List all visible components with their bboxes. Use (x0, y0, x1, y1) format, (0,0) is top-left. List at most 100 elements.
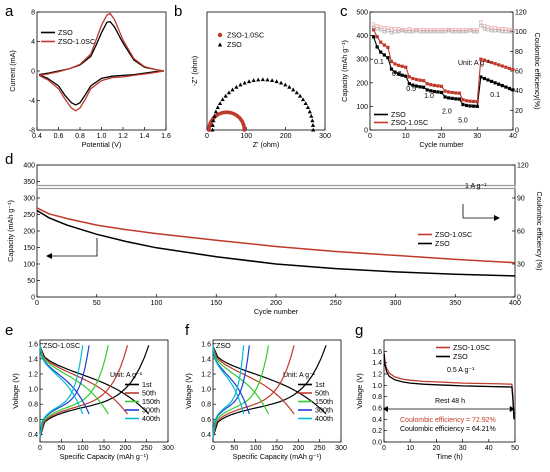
c-marker-ZSO CE (464, 30, 469, 34)
d-y-tick-label: 50 (27, 278, 35, 285)
c-marker-ZSO CE (393, 30, 397, 34)
a-x-tick-label: 0.4 (32, 133, 42, 140)
d-legend-label: ZSO-1.0SC (435, 230, 472, 239)
e-y-tick-label: 0.6 (28, 417, 38, 424)
b-marker-ZSO (220, 97, 225, 102)
c-marker-ZSO (500, 84, 504, 88)
b-marker-ZSO (311, 127, 316, 132)
g-y-tick-label: 0.8 (372, 394, 382, 401)
c-marker-ZSO-1.0SC CE (425, 28, 429, 32)
g-y-tick-label: 0.0 (372, 440, 382, 447)
f-y-tick-label: 1.0 (201, 387, 211, 394)
f-y-tick-label: 1.4 (201, 356, 211, 363)
c-marker-ZSO-1.0SC CE (454, 28, 458, 32)
c-marker-ZSO-1.0SC CE (472, 28, 476, 32)
c-legend-label: ZSO-1.0SC (391, 118, 428, 127)
c-marker-ZSO (493, 81, 497, 85)
f-title: ZSO (216, 341, 231, 350)
c-marker-ZSO-1.0SC (486, 59, 490, 63)
g-plot-frame (383, 339, 516, 443)
c-marker-ZSO (436, 90, 440, 94)
c-marker-ZSO CE (461, 30, 465, 34)
e-title: ZSO-1.0SC (43, 341, 80, 350)
c-marker-ZSO-1.0SC (454, 91, 458, 95)
d-x-tick-label: 150 (210, 300, 222, 307)
f-x-tick-label: 300 (335, 445, 347, 452)
f-discharge-400th (212, 345, 245, 415)
c-marker-ZSO CE (497, 29, 501, 33)
d-x-tick-label: 350 (449, 300, 461, 307)
a-y-tick-label: 8 (31, 10, 35, 17)
c-marker-ZSO-1.0SC (414, 77, 419, 82)
d-y-tick-label: 150 (23, 245, 35, 252)
c-series-ZSO (373, 36, 514, 107)
d-arrow-left (52, 238, 98, 257)
b-marker-ZSO (310, 123, 316, 127)
b-marker-ZSO (213, 109, 219, 114)
a-x-tick-label: 0.8 (75, 133, 85, 140)
a-x-tick-label: 1.6 (161, 133, 171, 140)
a-y-tick-label: -8 (29, 128, 35, 135)
c-marker-ZSO-1.0SC (497, 63, 501, 67)
b-x-axis-label: Z' (ohm) (253, 140, 280, 149)
d-y-tick-label: 400 (23, 163, 35, 170)
c-marker-ZSO-1.0SC CE (393, 27, 397, 31)
c-marker-ZSO CE (468, 29, 472, 33)
e-x-tick-label: 300 (162, 445, 174, 452)
c-marker-ZSO-1.0SC (504, 65, 508, 69)
g-series-ZSO-1.0SC (383, 352, 515, 417)
c-marker-ZSO (468, 104, 472, 108)
b-marker-ZSO (210, 123, 215, 127)
c-marker-ZSO CE (386, 29, 390, 33)
d-y-tick-label: 300 (23, 196, 35, 203)
c-marker-ZSO (447, 96, 451, 100)
c-marker-ZSO (497, 82, 501, 86)
g-legend-label: ZSO (453, 352, 468, 361)
c-y2-tick-label: 80 (515, 49, 523, 56)
c-marker-ZSO CE (375, 27, 379, 31)
c-marker-ZSO-1.0SC (443, 89, 447, 93)
c-marker-ZSO (450, 96, 454, 100)
c-marker-ZSO CE (439, 30, 444, 34)
c-y-tick-label: 500 (356, 10, 368, 17)
d-panel-label: d (5, 151, 13, 168)
f-charge-50th (212, 345, 295, 438)
c-marker-ZSO (382, 53, 386, 57)
c-marker-ZSO CE (489, 29, 494, 33)
b-marker-ZSO (270, 78, 275, 83)
b-marker-ZSO (260, 77, 265, 82)
c-legend-label: ZSO (391, 110, 406, 119)
c-marker-ZSO (429, 89, 433, 93)
b-y-axis-label: -Z'' (ohm) (190, 56, 199, 86)
g-y-axis-label: Voltage (V) (355, 373, 364, 409)
c-rate-label: 0.1 (374, 59, 384, 66)
c-marker-ZSO-1.0SC (375, 35, 379, 39)
f-y-axis-label: Voltage (V) (184, 373, 193, 409)
g-legend-label: ZSO-1.0SC (453, 343, 490, 352)
f-charge-300th (212, 345, 250, 438)
e-x-axis-label: Specific Capacity (mAh g⁻¹) (60, 452, 149, 461)
c-marker-ZSO-1.0SC (418, 78, 422, 82)
b-marker-ZSO (300, 97, 306, 102)
c-rate-label: 2.0 (442, 108, 452, 115)
c-marker-ZSO-1.0SC (489, 60, 494, 65)
b-marker-ZSO-1.0SC (242, 128, 247, 132)
c-marker-ZSO CE (511, 30, 515, 34)
f-y-tick-label: 1.6 (201, 341, 211, 348)
e-charge-300th (39, 345, 90, 438)
b-x-tick-label: 0 (205, 133, 209, 140)
c-marker-ZSO-1.0SC CE (407, 27, 411, 31)
a-x-tick-label: 1.2 (118, 133, 128, 140)
g-series-ZSO (383, 353, 515, 420)
c-y2-tick-label: 20 (515, 108, 523, 115)
a-series-lower-ZSO (38, 70, 164, 106)
c-marker-ZSO (432, 89, 436, 94)
e-x-tick-label: 0 (38, 445, 42, 452)
c-y-tick-label: 100 (356, 104, 368, 111)
b-marker-ZSO (287, 84, 292, 89)
f-legend-label: 50th (315, 389, 329, 398)
c-marker-ZSO-1.0SC (389, 59, 394, 64)
c-y-tick-label: 0 (364, 128, 368, 135)
b-marker-ZSO (210, 127, 215, 132)
e-y-tick-label: 1.2 (28, 372, 38, 379)
